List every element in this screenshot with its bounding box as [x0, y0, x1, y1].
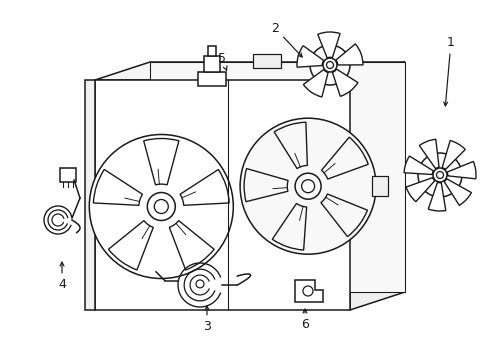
Polygon shape — [349, 62, 404, 310]
Text: 5: 5 — [218, 51, 226, 70]
Circle shape — [303, 286, 312, 296]
Bar — [60, 168, 76, 182]
Text: 3: 3 — [203, 306, 210, 333]
Wedge shape — [427, 182, 445, 211]
Wedge shape — [405, 177, 434, 202]
Circle shape — [323, 58, 336, 72]
Circle shape — [147, 193, 175, 220]
Polygon shape — [150, 62, 404, 292]
Wedge shape — [169, 221, 214, 270]
Wedge shape — [321, 137, 367, 179]
Wedge shape — [443, 179, 470, 206]
Circle shape — [432, 168, 446, 182]
Circle shape — [301, 180, 314, 193]
Bar — [208, 46, 216, 56]
Circle shape — [309, 45, 349, 85]
Wedge shape — [180, 170, 229, 205]
Circle shape — [240, 118, 375, 254]
Circle shape — [154, 199, 168, 213]
Circle shape — [89, 135, 233, 279]
Wedge shape — [93, 170, 142, 205]
Circle shape — [294, 173, 321, 199]
Text: 2: 2 — [270, 22, 302, 57]
Bar — [253, 54, 281, 68]
Wedge shape — [296, 46, 323, 67]
Polygon shape — [294, 280, 323, 302]
Circle shape — [417, 153, 461, 197]
Polygon shape — [95, 80, 349, 310]
Wedge shape — [108, 221, 153, 270]
Wedge shape — [274, 122, 307, 168]
Bar — [198, 72, 226, 86]
Bar — [371, 176, 387, 196]
Wedge shape — [419, 139, 438, 169]
Wedge shape — [441, 140, 465, 170]
Wedge shape — [272, 203, 306, 250]
Circle shape — [196, 280, 203, 288]
Circle shape — [326, 62, 333, 68]
Wedge shape — [317, 32, 339, 58]
Wedge shape — [143, 139, 179, 185]
Text: 6: 6 — [301, 309, 308, 332]
Polygon shape — [95, 62, 404, 80]
Text: 4: 4 — [58, 262, 66, 292]
Wedge shape — [403, 156, 432, 175]
Wedge shape — [332, 69, 357, 96]
Wedge shape — [303, 69, 327, 97]
Wedge shape — [335, 44, 362, 65]
Text: 1: 1 — [443, 36, 454, 106]
Wedge shape — [244, 168, 287, 202]
Bar — [204, 56, 220, 72]
Circle shape — [436, 171, 443, 179]
Wedge shape — [446, 161, 475, 179]
Polygon shape — [85, 80, 95, 310]
Wedge shape — [320, 194, 366, 237]
